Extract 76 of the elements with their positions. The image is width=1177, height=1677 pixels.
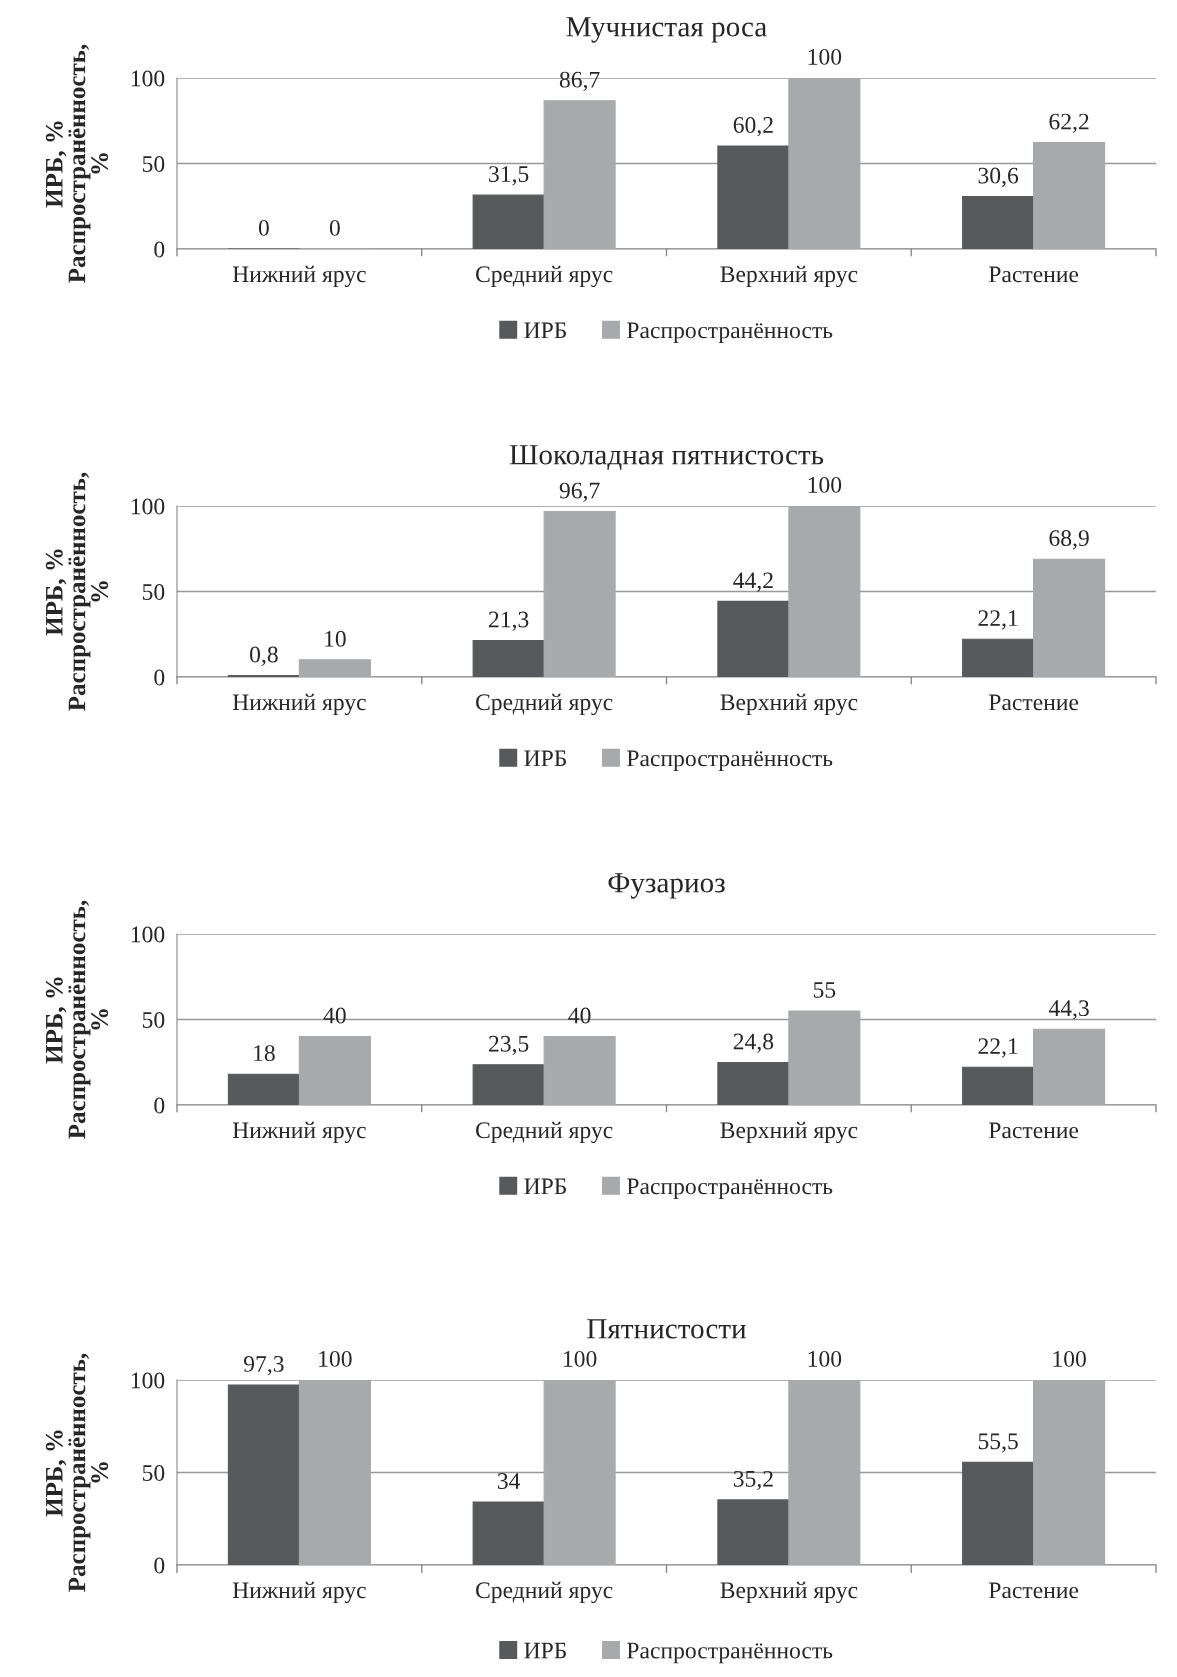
data-label: 10 [325, 630, 346, 647]
legend-label: Распространённость [627, 1642, 833, 1664]
data-label: 100 [808, 48, 842, 65]
y-tick-label: 50 [142, 583, 165, 600]
y-tick-label: 50 [142, 1464, 165, 1481]
data-label: 44,3 [1048, 1000, 1089, 1020]
data-label: 18 [254, 1045, 275, 1062]
data-label: 22,1 [978, 610, 1018, 630]
data-label: 0,8 [250, 646, 278, 666]
x-tick-label: Средний ярус [476, 1121, 613, 1144]
data-label: 21,3 [489, 611, 529, 631]
x-tick-label: Верхний ярус [720, 1121, 858, 1144]
data-label: 44,2 [733, 572, 773, 592]
y-axis-title: ИРБ, % Распространённость, % [45, 472, 109, 711]
chart-title: Фузариоз [608, 873, 725, 899]
y-tick-label: 0 [154, 241, 165, 258]
data-label: 30,6 [978, 167, 1019, 187]
y-axis-title: ИРБ, % Распространённость, % [45, 900, 109, 1139]
x-tick-label: Верхний ярус [720, 265, 858, 288]
x-tick-label: Средний ярус [476, 1581, 613, 1604]
y-tick-label: 100 [131, 926, 165, 943]
legend-label: ИРБ [524, 1178, 566, 1195]
x-tick-label: Верхний ярус [720, 1581, 858, 1604]
data-label: 31,5 [489, 166, 529, 186]
data-label: 100 [319, 1350, 352, 1367]
data-label: 97,3 [243, 1356, 284, 1376]
chart-title: Шоколадная пятнистость [509, 445, 824, 470]
data-label: 68,9 [1049, 530, 1089, 550]
legend-label: ИРБ [524, 1642, 566, 1659]
data-label: 100 [808, 1350, 842, 1367]
legend-label: Распространённость [627, 322, 833, 344]
data-label: 24,8 [733, 1033, 774, 1053]
chart-title: Мучнистая роса [566, 17, 767, 43]
data-label: 96,7 [559, 482, 600, 502]
data-label: 0 [329, 219, 340, 236]
data-label: 86,7 [559, 71, 600, 92]
x-tick-label: Нижний ярус [232, 265, 366, 288]
data-label: 100 [808, 476, 842, 493]
y-tick-label: 50 [142, 155, 165, 172]
data-label: 40 [568, 1007, 591, 1024]
chart-title: Пятнистости [587, 1319, 746, 1339]
y-tick-label: 50 [142, 1011, 165, 1028]
data-label: 55,5 [978, 1433, 1018, 1453]
data-label: 22,1 [978, 1038, 1018, 1058]
x-tick-label: Растение [988, 266, 1079, 283]
data-label: 100 [1053, 1350, 1086, 1367]
x-tick-label: Средний ярус [476, 265, 613, 288]
y-axis-title: ИРБ, % Распространённость, % [45, 44, 109, 283]
legend-label: Распространённость [627, 1178, 833, 1200]
x-tick-label: Растение [988, 1582, 1079, 1599]
data-label: 62,2 [1049, 113, 1089, 133]
legend-label: ИРБ [524, 750, 566, 767]
x-tick-label: Нижний ярус [232, 1581, 366, 1604]
data-label: 100 [563, 1350, 597, 1367]
data-label: 23,5 [489, 1035, 529, 1056]
y-tick-label: 0 [154, 1097, 165, 1114]
data-label: 0 [258, 219, 269, 236]
y-tick-label: 100 [131, 70, 165, 87]
x-tick-label: Нижний ярус [232, 693, 366, 716]
y-tick-label: 0 [154, 669, 165, 686]
data-label: 34 [497, 1473, 521, 1489]
x-tick-label: Нижний ярус [232, 1121, 366, 1144]
y-axis-title: ИРБ, % Распространённость, % [45, 1353, 109, 1592]
data-label: 60,2 [733, 116, 773, 137]
x-tick-label: Средний ярус [476, 693, 613, 716]
y-tick-label: 100 [131, 498, 165, 515]
data-label: 40 [323, 1007, 346, 1024]
legend-label: Распространённость [627, 750, 833, 772]
data-label: 55 [813, 982, 836, 998]
x-tick-label: Растение [988, 1122, 1079, 1139]
y-tick-label: 100 [131, 1372, 165, 1389]
x-tick-label: Верхний ярус [720, 693, 858, 716]
legend-label: ИРБ [524, 322, 566, 339]
y-tick-label: 0 [154, 1557, 165, 1574]
x-tick-label: Растение [988, 694, 1079, 711]
data-label: 35,2 [733, 1470, 773, 1491]
